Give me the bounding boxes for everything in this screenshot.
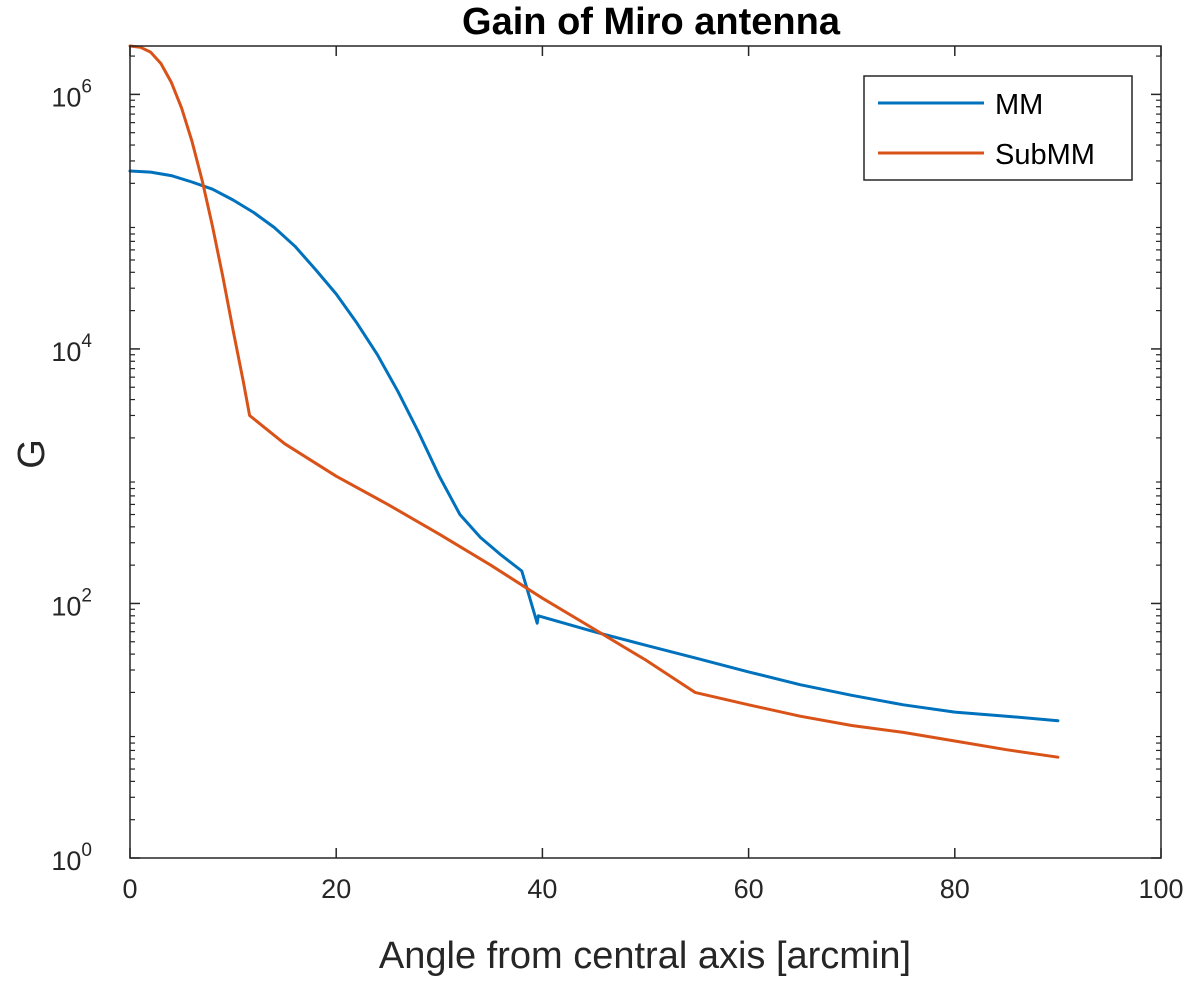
legend: MM SubMM (863, 75, 1133, 181)
series-line-mm (128, 169, 1060, 723)
axes-box (129, 45, 1162, 859)
plot-area (128, 44, 1060, 759)
legend-label-submm: SubMM (995, 139, 1095, 171)
legend-label-mm: MM (995, 89, 1043, 121)
x-tick-label: 80 (940, 874, 970, 904)
x-tick-label: 40 (527, 874, 557, 904)
chart-title: Gain of Miro antenna (462, 1, 841, 43)
axis-ticks (129, 45, 1162, 859)
y-tick-label: 102 (51, 585, 92, 621)
axis-tick-labels: 0 20 40 60 80 100 100 102 104 106 (51, 76, 1183, 904)
legend-box (863, 75, 1133, 181)
y-tick-label: 106 (51, 76, 92, 112)
x-tick-label: 0 (122, 874, 137, 904)
x-tick-label: 100 (1138, 874, 1183, 904)
x-tick-label: 20 (321, 874, 351, 904)
y-tick-label: 104 (51, 331, 92, 367)
series-line-submm (128, 44, 1060, 759)
x-tick-label: 60 (734, 874, 764, 904)
y-tick-label: 100 (51, 840, 92, 876)
y-axis-label: G (11, 439, 53, 469)
x-axis-label: Angle from central axis [arcmin] (379, 935, 911, 977)
